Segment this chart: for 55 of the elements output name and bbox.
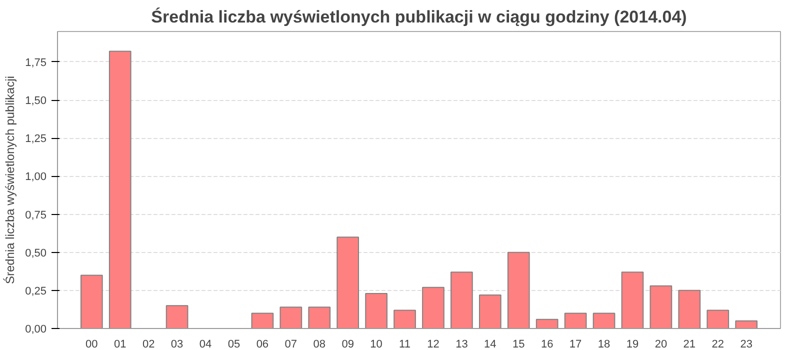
bar [536,318,558,328]
bar [394,310,416,328]
x-tick-label: 04 [199,338,212,350]
bar [251,312,274,328]
x-tick-label: 00 [86,338,98,350]
y-tick-label: 0,75 [25,209,47,222]
x-tick-label: 06 [256,338,269,350]
x-tick-label: 21 [683,338,696,350]
bar [108,50,132,328]
x-tick-label: 07 [284,338,298,350]
x-tick-label: 17 [569,338,582,350]
x-tick-label: 12 [427,338,440,350]
x-tick-label: 20 [654,338,668,350]
y-tick-label: 0,50 [25,247,47,260]
y-tick-label: 0,00 [25,324,47,336]
bar [450,272,473,328]
bar [422,286,444,328]
bar [166,305,188,328]
bar [308,306,331,328]
x-tick-label: 15 [512,338,525,350]
x-tick-label: 19 [626,338,639,350]
bar [365,292,388,328]
bar [735,320,758,328]
bar [564,312,587,328]
bar [592,312,616,328]
y-tick-label: 1,00 [25,171,47,184]
bar [621,272,644,328]
chart-title: Średnia liczba wyświetlonych publikacji w ciągu godziny (2014.04) [151,6,687,26]
bar [507,252,530,328]
x-tick-label: 22 [712,338,724,350]
x-tick-label: 14 [484,338,496,350]
x-tick-label: 02 [142,338,155,350]
y-axis-title: Średnia liczba wyświetlonych publikacji [3,76,18,284]
x-tick-label: 09 [342,338,354,350]
bar [706,310,730,328]
y-tick-label: 1,75 [25,56,47,69]
bar [478,294,502,328]
x-tick-label: 13 [456,338,468,350]
y-tick-label: 0,25 [25,285,47,298]
y-tick-label: 1,50 [25,95,47,108]
x-tick-label: 23 [740,338,752,350]
bar [336,236,360,328]
x-tick-label: 10 [370,338,382,350]
x-tick-label: 05 [228,338,240,350]
x-tick-label: 01 [114,338,126,350]
y-tick-label: 1,25 [25,133,47,146]
bar [678,290,701,328]
bar [80,274,103,328]
x-tick-label: 18 [598,338,610,350]
x-tick-label: 08 [313,338,326,350]
x-tick-label: 11 [399,338,410,350]
x-tick-label: 16 [540,338,554,350]
bar [280,306,302,328]
x-tick-label: 03 [170,338,184,350]
bar [650,285,672,328]
